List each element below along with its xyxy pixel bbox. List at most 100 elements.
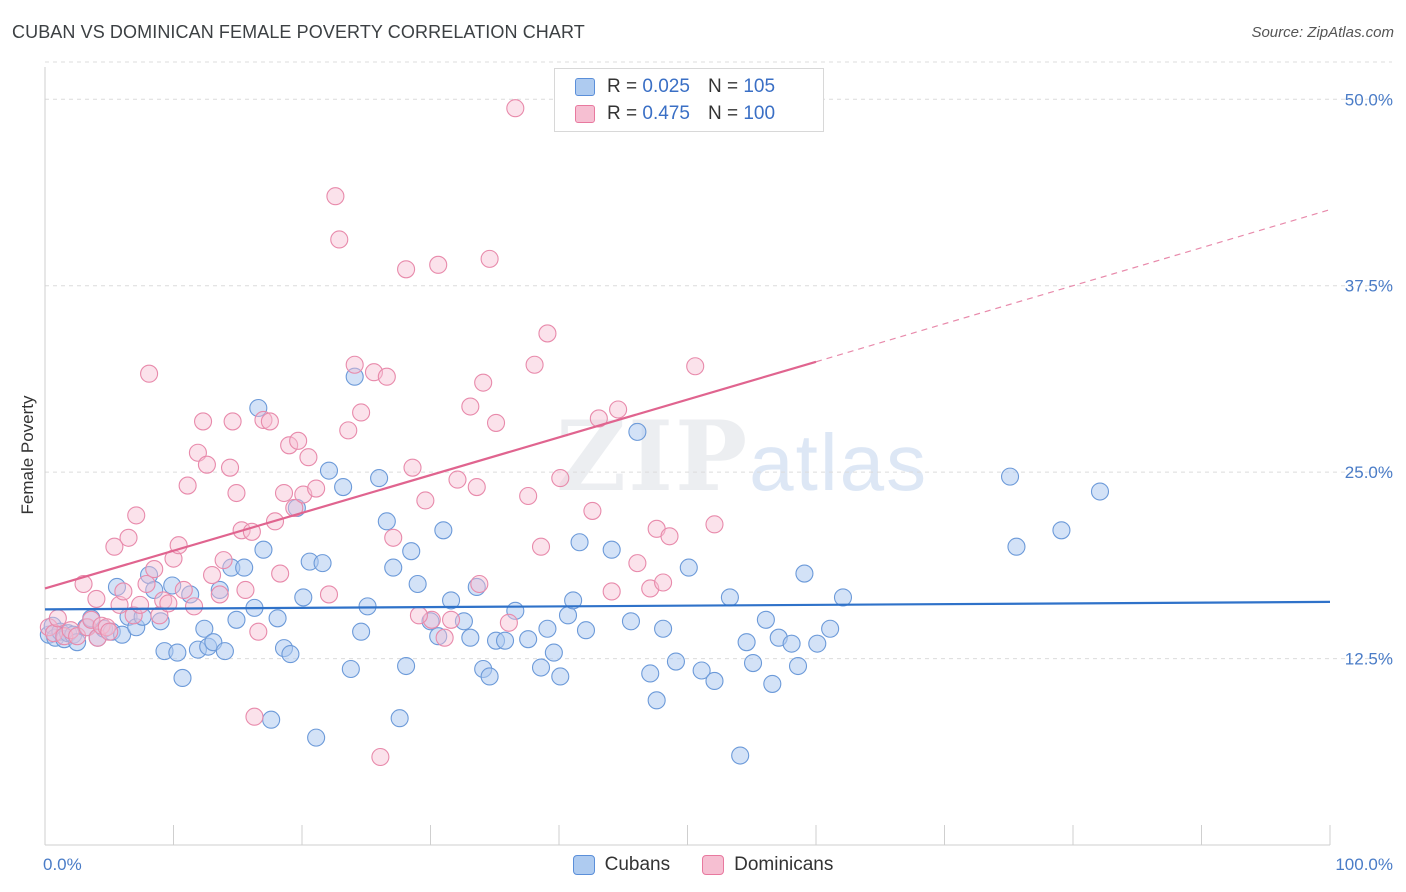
dominicans-point <box>551 469 570 488</box>
dominicans-point <box>345 355 364 374</box>
legend-n-value: 105 <box>743 76 776 97</box>
cubans-point <box>756 610 775 629</box>
dominicans-point <box>124 606 143 625</box>
cubans-point <box>390 709 409 728</box>
dominicans-point <box>628 554 647 573</box>
cubans-point <box>319 461 339 480</box>
axis-labels: 12.5% 25.0% 37.5% 50.0% 0.0% 100.0% Female Pov… <box>18 90 1393 874</box>
cubans-point <box>467 577 486 597</box>
cubans-point <box>679 558 698 577</box>
dominicans-trend-line <box>44 360 817 590</box>
dominicans-point <box>448 470 467 489</box>
cubans-point <box>821 619 840 638</box>
y-tick-label: 50.0% <box>1345 90 1393 109</box>
cubans-point <box>173 668 192 688</box>
cubans-point <box>519 630 538 649</box>
dominicans-point <box>140 364 159 383</box>
dominicans-point <box>307 479 326 498</box>
chart-title: CUBAN VS DOMINICAN FEMALE POVERTY CORREL… <box>12 22 585 42</box>
dominicans-point <box>245 707 264 726</box>
dominicans-point <box>274 483 294 503</box>
dominicans-point <box>705 515 724 534</box>
x-tick-label: 100.0% <box>1335 855 1393 874</box>
dominicans-point <box>589 409 608 428</box>
legend-row-cubans: R = 0.025 N = 105 <box>575 74 775 100</box>
dominicans-point <box>403 458 422 477</box>
cubans-point <box>235 558 254 577</box>
dominicans-point <box>178 476 197 495</box>
dominicans-point <box>48 609 67 628</box>
dominicans-point <box>319 585 339 604</box>
source-label: Source: ZipAtlas.com <box>1251 24 1394 41</box>
dominicans-point <box>654 573 673 592</box>
legend-r-value: 0.475 <box>642 103 690 124</box>
cubans-point <box>538 619 557 638</box>
dominicans-point <box>242 522 261 541</box>
dominicans-point <box>114 582 133 601</box>
dominicans-points <box>39 99 724 767</box>
cubans-point <box>544 643 563 662</box>
dominicans-point <box>105 537 124 556</box>
cubans-point <box>647 691 666 710</box>
dominicans-point <box>87 589 106 608</box>
cubans-point <box>341 659 360 679</box>
cubans-point <box>249 398 268 418</box>
cubans-point <box>227 610 246 629</box>
dominicans-point <box>260 412 279 431</box>
dominicans-point <box>609 400 628 419</box>
cubans-point <box>151 612 170 631</box>
cubans-point <box>168 643 187 662</box>
cubans-point <box>628 422 647 441</box>
dominicans-point <box>602 582 621 601</box>
cubans-point <box>210 580 229 600</box>
trend-lines <box>44 209 1331 611</box>
cubans-point <box>442 591 461 610</box>
cubans-point <box>576 621 596 640</box>
y-tick-label: 12.5% <box>1345 650 1393 669</box>
legend-label-cubans: Cubans <box>604 854 671 875</box>
dominicans-swatch <box>575 105 595 123</box>
dominicans-point <box>442 610 461 629</box>
dominicans-swatch <box>702 855 725 875</box>
dominicans-point <box>409 606 428 625</box>
cubans-point <box>782 634 801 653</box>
dominicans-point <box>185 597 204 616</box>
cubans-point <box>429 627 448 646</box>
legend-item-dominicans[interactable]: Dominicans <box>702 854 833 876</box>
cubans-point <box>1007 537 1026 556</box>
cubans-point <box>480 667 499 686</box>
cubans-point <box>268 609 287 628</box>
cubans-point <box>262 710 281 729</box>
legend-r-label: R = <box>607 103 638 124</box>
dominicans-point <box>339 421 358 440</box>
dominicans-point <box>377 367 396 386</box>
y-axis-label: Female Poverty <box>18 395 37 515</box>
dominicans-point <box>461 397 480 416</box>
dominicans-point <box>538 324 557 343</box>
legend-item-cubans[interactable]: Cubans <box>572 854 671 876</box>
cubans-point <box>254 540 273 559</box>
cubans-point <box>621 612 641 631</box>
dominicans-point <box>220 458 240 477</box>
dominicans-point <box>686 357 705 376</box>
dominicans-point <box>531 537 551 556</box>
dominicans-point <box>227 483 246 503</box>
cubans-point <box>313 554 332 573</box>
cubans-point <box>195 619 214 638</box>
cubans-swatch <box>572 855 595 875</box>
legend-row-dominicans: R = 0.475 N = 100 <box>575 101 775 127</box>
legend-n-value: 100 <box>743 103 776 124</box>
dominicans-point <box>660 527 679 546</box>
dominicans-point <box>525 355 544 374</box>
dominicans-point <box>480 249 499 268</box>
watermark-zip: ZIP <box>556 400 750 513</box>
legend-label-dominicans: Dominicans <box>734 854 834 875</box>
cubans-point <box>397 656 416 676</box>
cubans-trend-line <box>44 600 1331 611</box>
cubans-point <box>654 619 673 638</box>
cubans-point <box>294 588 313 607</box>
dominicans-point <box>254 410 273 429</box>
dominicans-point <box>486 413 506 432</box>
dominicans-point <box>214 551 233 570</box>
dominicans-point <box>289 431 308 450</box>
